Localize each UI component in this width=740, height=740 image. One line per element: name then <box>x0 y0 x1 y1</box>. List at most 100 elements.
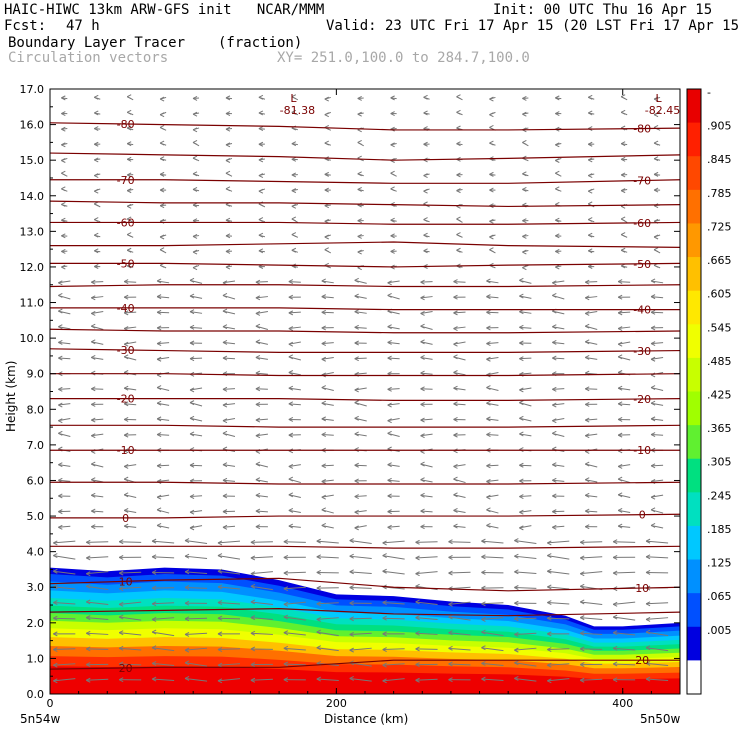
y-tick-label: 2.0 <box>27 617 45 630</box>
circulation-vector <box>156 278 170 284</box>
circulation-vector <box>588 157 595 163</box>
temperature-contour <box>49 200 681 208</box>
circulation-vector <box>650 385 664 391</box>
circulation-vector <box>486 341 499 347</box>
circulation-vector <box>255 492 268 498</box>
y-tick-label: 10.0 <box>20 332 45 345</box>
circulation-vector <box>151 676 175 682</box>
circulation-vector <box>588 217 595 223</box>
low-value: -81.38 <box>280 104 315 117</box>
circulation-vector <box>617 523 631 529</box>
circulation-vector <box>547 662 570 668</box>
circulation-vector <box>58 324 71 330</box>
circulation-vector <box>420 279 433 285</box>
y-tick-label: 8.0 <box>27 403 45 416</box>
circulation-vector <box>118 539 142 545</box>
circulation-vector <box>645 629 669 637</box>
colorbar-swatch <box>687 156 701 191</box>
circulation-vector <box>61 157 68 163</box>
circulation-vector <box>420 323 433 330</box>
circulation-vector <box>387 524 400 530</box>
circulation-vector <box>645 676 669 682</box>
circulation-vector <box>481 660 504 667</box>
circulation-vector <box>255 339 269 345</box>
circulation-vector <box>390 111 397 116</box>
circulation-vector <box>258 94 266 100</box>
x-left-end-label: 5n54w <box>20 712 61 726</box>
circulation-vector <box>519 525 532 531</box>
circulation-vector <box>489 96 496 102</box>
circulation-vector <box>617 310 631 316</box>
circulation-vector <box>349 616 372 622</box>
circulation-vector <box>91 461 104 468</box>
circulation-vector <box>192 171 200 177</box>
circulation-vector <box>612 554 636 560</box>
circulation-vector <box>555 264 562 270</box>
circulation-vector <box>156 294 170 300</box>
circulation-vector <box>288 476 301 484</box>
circulation-vector <box>653 140 661 146</box>
circulation-vector <box>118 586 142 592</box>
temperature-contour <box>50 241 681 248</box>
circulation-vector <box>123 385 137 391</box>
circulation-vector <box>217 647 240 652</box>
circulation-vector <box>486 294 499 300</box>
circulation-vector <box>192 127 200 133</box>
circulation-vector <box>617 279 631 285</box>
colorbar-swatch <box>687 257 701 292</box>
circulation-vector <box>519 431 532 437</box>
temperature-contour <box>49 659 680 670</box>
circulation-vector <box>552 355 565 361</box>
circulation-vector <box>255 524 268 530</box>
colorbar-swatch <box>687 626 701 661</box>
circulation-vector <box>617 326 631 331</box>
circulation-vector <box>552 524 565 530</box>
circulation-vector <box>222 430 236 437</box>
circulation-vector <box>316 629 339 637</box>
colorbar-frame <box>686 88 702 695</box>
circulation-vector <box>151 538 175 544</box>
circulation-vector <box>420 508 433 514</box>
colorbar-swatch <box>687 122 701 157</box>
contour-label: -20 <box>633 393 651 406</box>
circulation-vector <box>415 539 438 545</box>
circulation-vector <box>653 96 661 102</box>
circulation-vector <box>552 280 565 286</box>
temperature-contour <box>49 577 681 592</box>
circulation-vector <box>423 248 430 254</box>
circulation-vector <box>288 294 301 300</box>
circulation-vector <box>288 341 301 347</box>
circulation-vector <box>151 660 175 667</box>
circulation-vector <box>288 492 301 498</box>
colorbar-swatch <box>687 425 701 460</box>
circulation-vector <box>650 400 664 406</box>
circulation-vector <box>159 234 167 240</box>
circulation-vector <box>123 310 137 316</box>
circulation-vector <box>61 217 68 223</box>
circulation-vector <box>291 188 298 194</box>
circulation-vector <box>321 400 334 406</box>
colorbar-swatch <box>687 391 701 426</box>
circulation-vector <box>159 156 167 162</box>
circulation-vector <box>585 524 598 530</box>
circulation-vector <box>514 538 537 545</box>
circulation-vector <box>94 188 101 194</box>
circulation-vector <box>159 187 167 193</box>
circulation-vector <box>258 126 265 132</box>
circulation-vector <box>217 631 240 637</box>
temperature-contour <box>50 373 681 377</box>
circulation-vector <box>580 662 603 668</box>
circulation-vector <box>519 478 532 484</box>
circulation-vector <box>486 507 499 514</box>
circulation-vector <box>415 662 438 668</box>
low-value: -82.45 <box>645 104 680 117</box>
circulation-vector <box>620 156 628 162</box>
circulation-vector <box>192 186 200 192</box>
circulation-vector <box>258 248 265 254</box>
x-axis-label: Distance (km) <box>324 712 409 726</box>
temperature-contour <box>50 221 681 225</box>
circulation-vector <box>420 492 433 498</box>
circulation-vector <box>423 94 430 100</box>
circulation-vector <box>580 599 603 606</box>
circulation-vector <box>189 462 203 468</box>
